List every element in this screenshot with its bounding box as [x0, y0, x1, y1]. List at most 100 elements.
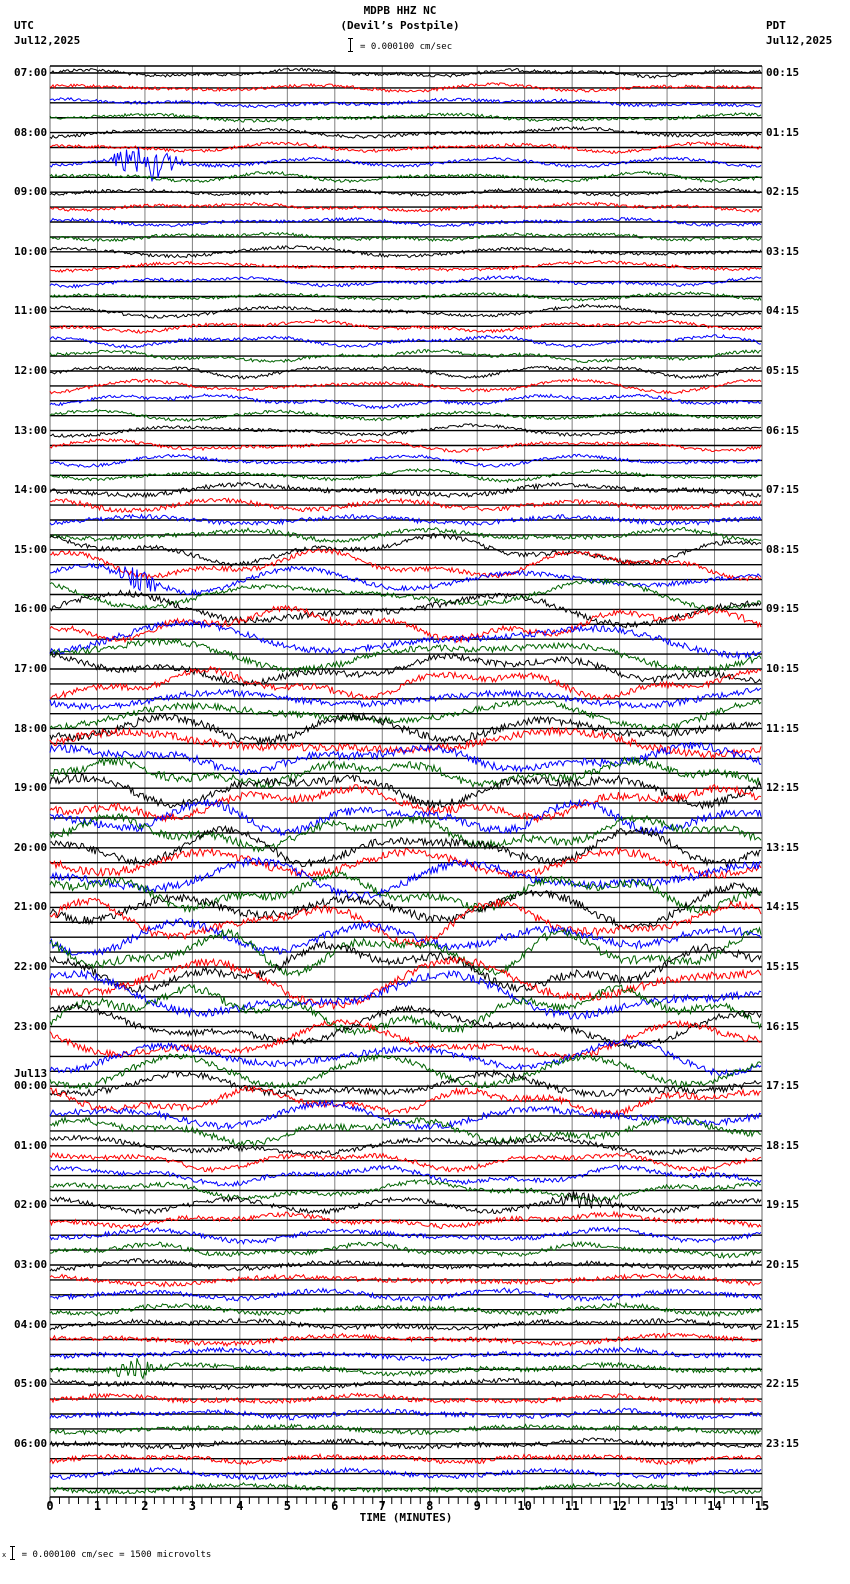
left-hour-label: 13:00	[14, 423, 48, 437]
seismic-trace	[49, 1053, 762, 1091]
seismic-trace	[49, 755, 762, 789]
left-hour-label: 19:00	[14, 781, 48, 795]
left-hour-label: 05:00	[14, 1377, 48, 1391]
seismic-trace	[49, 147, 762, 182]
seismic-trace	[49, 547, 762, 582]
seismic-trace	[49, 1099, 762, 1131]
left-hour-label: 22:00	[14, 960, 48, 973]
left-hour-label: 02:00	[14, 1198, 48, 1212]
station-title: MDPB HHZ NC	[363, 4, 437, 17]
seismic-trace	[49, 1423, 762, 1436]
seismic-trace	[49, 303, 762, 319]
seismic-trace	[49, 1437, 762, 1450]
seismic-trace	[49, 393, 762, 410]
left-hour-label: 16:00	[14, 602, 48, 616]
seismic-trace	[49, 955, 762, 1011]
seismic-trace	[49, 423, 762, 438]
seismic-trace	[49, 1134, 762, 1157]
scale-legend-text: = 0.000100 cm/sec	[360, 42, 453, 52]
right-hour-label: 05:15	[766, 364, 800, 377]
seismic-trace	[49, 798, 762, 837]
seismic-trace	[49, 983, 762, 1036]
seismic-trace	[49, 1377, 762, 1391]
left-hour-label: 20:00	[14, 840, 48, 854]
x-tick-label: 14	[707, 1499, 722, 1513]
seismic-trace	[49, 882, 762, 930]
x-tick-label: 7	[378, 1499, 386, 1513]
x-tick-label: 6	[331, 1499, 339, 1513]
left-hour-label: 09:00	[14, 185, 48, 199]
right-hour-label: 21:15	[766, 1317, 800, 1331]
x-tick-label: 11	[564, 1499, 580, 1513]
left-hour-label: 06:00	[14, 1436, 48, 1450]
seismic-trace	[49, 812, 762, 853]
left-hour-label: 18:00	[14, 721, 48, 735]
seismic-trace	[49, 1164, 762, 1188]
right-hour-label: 11:15	[766, 721, 800, 735]
seismic-trace	[49, 711, 762, 747]
x-tick-label: 5	[283, 1499, 291, 1513]
seismic-trace	[49, 577, 762, 612]
scale-legend: = 0.000100 cm/sec	[348, 38, 453, 52]
seismic-trace	[49, 1452, 762, 1466]
x-tick-label: 8	[426, 1499, 434, 1513]
seismic-trace	[49, 481, 762, 499]
left-hour-label: 04:00	[14, 1317, 48, 1331]
seismic-trace	[49, 1332, 762, 1348]
right-hour-label: 12:15	[766, 781, 800, 795]
right-hour-label: 09:15	[766, 602, 800, 616]
x-tick-label: 15	[754, 1499, 770, 1513]
x-tick-label: 9	[473, 1499, 481, 1513]
seismic-trace	[49, 1481, 762, 1495]
seismic-trace	[49, 1258, 762, 1272]
left-timezone: UTC	[14, 19, 34, 32]
right-hour-label: 06:15	[766, 423, 800, 437]
seismic-trace	[49, 1191, 762, 1215]
seismic-trace	[49, 1002, 762, 1050]
seismic-trace	[49, 926, 762, 977]
seismic-trace	[49, 467, 762, 484]
seismic-trace	[49, 408, 762, 423]
right-hour-label: 17:15	[766, 1079, 800, 1093]
right-hour-label: 23:15	[766, 1436, 800, 1450]
right-hour-label: 16:15	[766, 1019, 800, 1033]
seismic-trace	[49, 726, 762, 760]
seismic-trace	[49, 1407, 762, 1421]
seismic-trace	[49, 97, 762, 109]
right-date: Jul12,2025	[766, 34, 833, 47]
left-hour-label: 10:00	[14, 244, 48, 258]
seismic-trace	[50, 1240, 762, 1259]
right-timezone: PDT	[766, 19, 786, 32]
seismic-trace	[49, 1301, 761, 1318]
seismic-trace	[49, 334, 762, 349]
left-hour-label: 01:00	[14, 1138, 48, 1152]
left-hour-label: 14:00	[14, 483, 48, 497]
right-hour-label: 22:15	[766, 1377, 800, 1391]
seismic-trace	[49, 201, 762, 213]
seismic-trace	[49, 245, 762, 259]
seismic-trace	[49, 438, 762, 453]
seismic-trace	[49, 497, 762, 514]
seismic-trace	[49, 319, 762, 334]
seismic-trace	[49, 1272, 762, 1288]
left-hour-label: 08:00	[14, 125, 48, 139]
right-hour-label: 02:15	[766, 185, 800, 199]
right-hour-label: 03:15	[766, 244, 800, 258]
right-hour-label: 10:15	[766, 662, 800, 675]
seismic-trace	[49, 532, 762, 568]
right-hour-label: 13:15	[766, 840, 800, 854]
seismic-trace	[49, 1358, 762, 1380]
left-hour-label: 17:00	[14, 662, 48, 675]
seismic-trace	[49, 619, 762, 660]
seismic-trace	[49, 112, 762, 123]
x-tick-label: 0	[46, 1499, 54, 1513]
x-tick-label: 13	[659, 1499, 675, 1513]
left-hour-label: 21:00	[14, 900, 48, 914]
station-location: (Devil’s Postpile)	[340, 19, 460, 32]
right-hour-label: 08:15	[766, 542, 800, 556]
seismic-trace	[49, 651, 762, 688]
seismic-trace	[49, 453, 762, 468]
x-tick-label: 2	[141, 1499, 149, 1513]
seismic-trace	[49, 260, 762, 273]
footer-scale: x = 0.000100 cm/sec = 1500 microvolts	[2, 1546, 211, 1560]
